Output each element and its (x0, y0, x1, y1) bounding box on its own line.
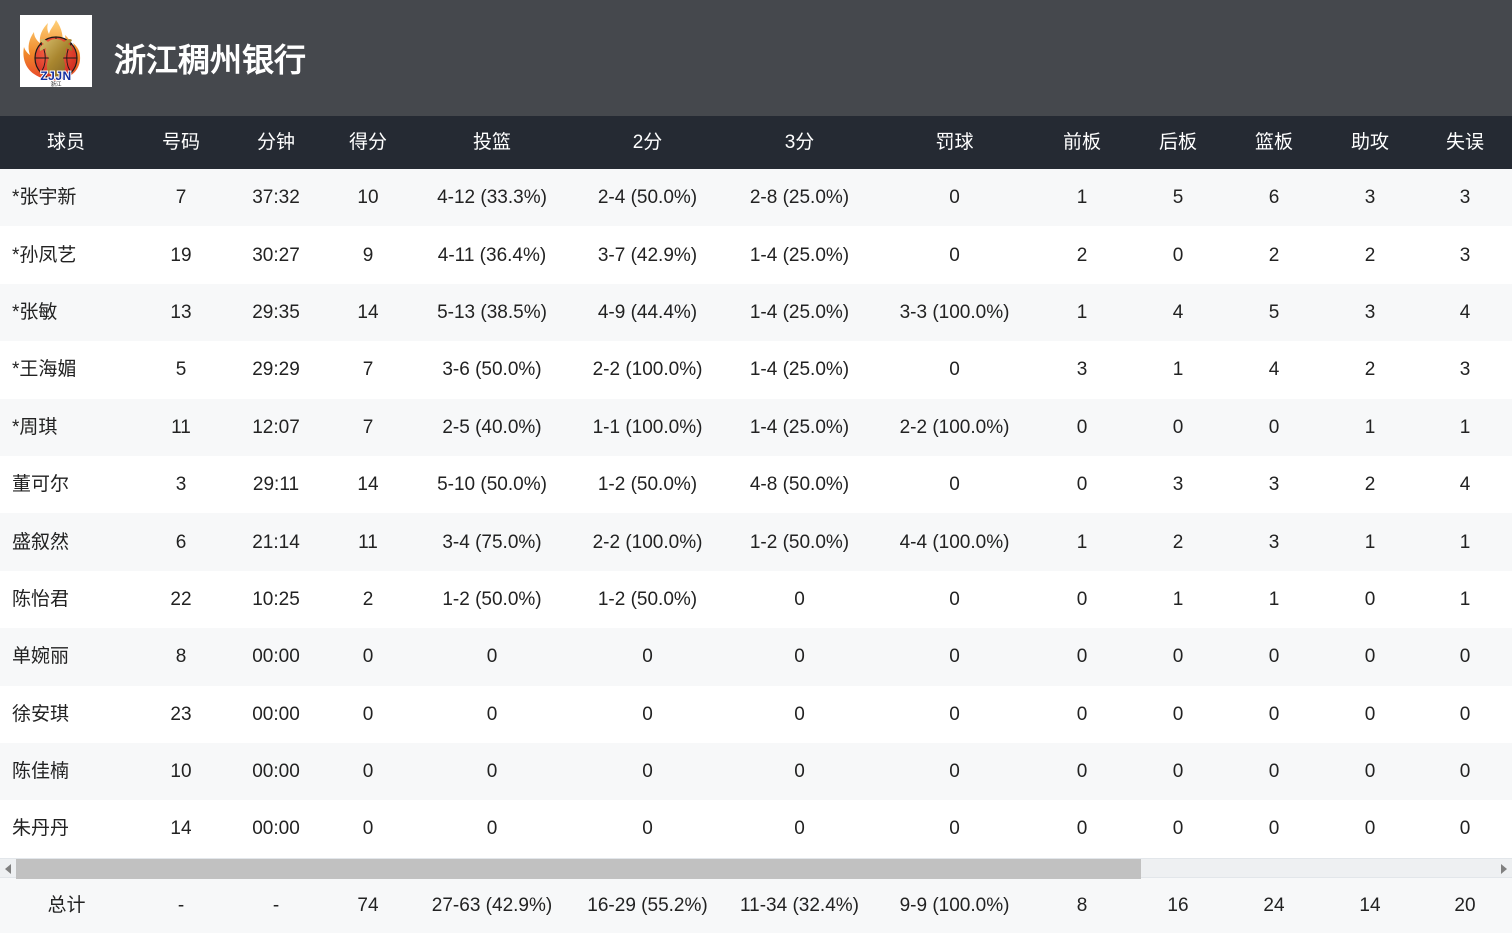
svg-text:浙江: 浙江 (50, 80, 62, 87)
svg-text:ZJJN: ZJJN (40, 69, 71, 83)
